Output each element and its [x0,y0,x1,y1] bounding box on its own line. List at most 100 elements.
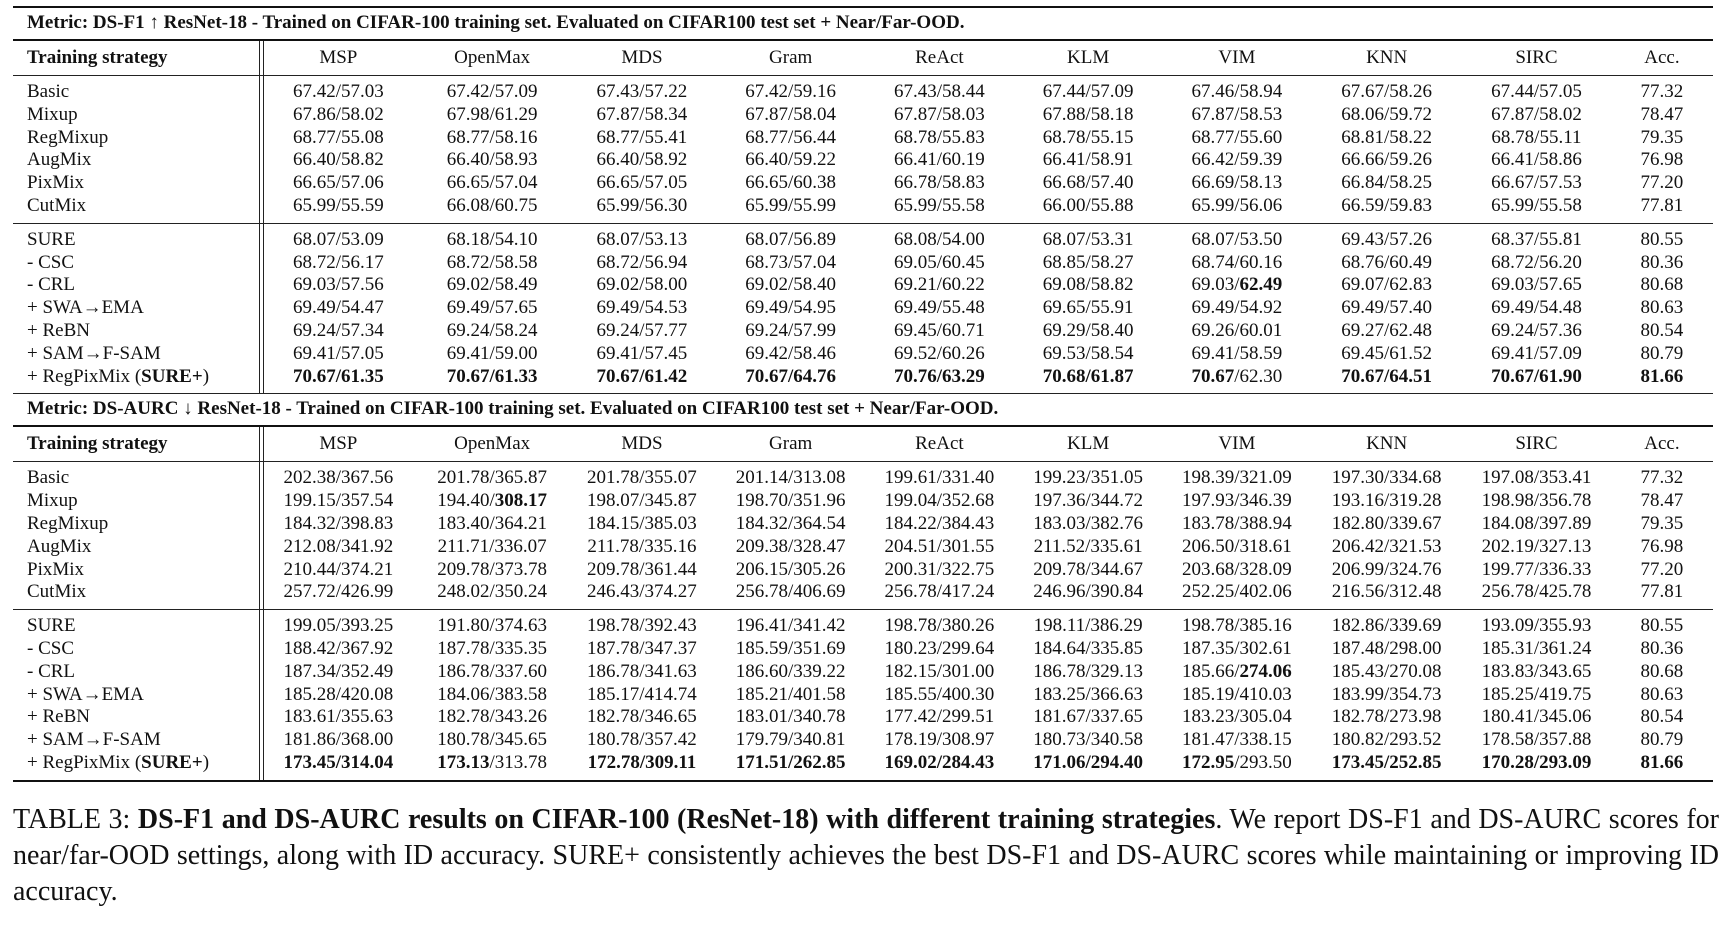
table-cell: 69.41/57.45 [596,342,688,364]
table-cell: 198.78/392.43 [567,609,717,638]
table-row: + SAM→F-SAM 69.41/57.05 69.41/59.00 69.41/5… [13,342,1713,366]
row-label: + SAM→F-SAM [27,342,161,364]
table-cell: 209.78/344.67 [1033,558,1144,580]
table-cell: 69.49/54.53 [596,297,688,319]
table-cell: 77.20 [1640,172,1684,194]
row-label: AugMix [27,149,92,171]
row-label: RegMixup [27,126,109,148]
table-cell: 185.59/351.69 [735,637,846,659]
table-cell: 76.98 [1640,149,1684,171]
table-row: + RegPixMix (SURE+) 70.67/61.35 70.67/61.3… [13,365,1713,394]
column-header: MDS [567,425,717,462]
table-cell: 66.66/59.26 [1341,149,1433,171]
table-cell: 67.87/58.04 [745,103,837,125]
table-cell: 68.78/55.15 [1042,126,1134,148]
table-cell: 246.96/390.84 [1033,581,1144,603]
table-cell: 172.95/293.50 [1162,751,1312,782]
table-cell: 70.67/61.33 [446,365,538,387]
metric-title-row: Metric: DS-F1 ↑ ResNet-18 - Trained on C… [13,6,1713,40]
table-cell: 68.07/56.89 [716,222,866,252]
table-cell: 70.67/62.30 [1191,365,1283,387]
table-cell: 70.67/64.76 [745,365,837,387]
table-cell: 66.69/58.13 [1191,172,1283,194]
table-cell: 209.78/361.44 [587,558,697,580]
table-cell: 178.58/357.88 [1481,729,1592,751]
column-header: Gram [716,425,866,462]
table-cell: 80.63 [1640,297,1684,319]
table-cell: 204.51/301.55 [884,535,995,557]
table-cell: 69.49/54.95 [745,297,837,319]
table-cell: 182.80/339.67 [1331,512,1442,534]
table-cell: 76.98 [1640,535,1684,557]
row-label: - CRL [27,660,76,682]
metric-title: Metric: DS-F1 ↑ ResNet-18 - Trained on C… [13,6,1713,40]
table-cell: 197.36/344.72 [1033,490,1144,512]
table-cell: 183.78/388.94 [1181,512,1292,534]
table-cell: 183.83/343.65 [1481,660,1592,682]
table-cell: 180.23/299.64 [884,637,995,659]
table-cell: 183.23/305.04 [1181,706,1292,728]
table-row: + ReBN 69.24/57.34 69.24/58.24 69.24/57.77 6… [13,319,1713,343]
table-cell: 187.48/298.00 [1331,637,1442,659]
table-row: + RegPixMix (SURE+) 173.45/314.04 173.13/3… [13,751,1713,782]
table-cell: 68.37/55.81 [1462,222,1611,252]
table-cell: 69.24/57.99 [745,319,837,341]
column-header: Acc. [1610,425,1713,462]
column-header-row: Training strategy MSP OpenMax MDS Gram ReAct K… [13,39,1713,76]
table-cell: 67.87/58.53 [1191,103,1283,125]
column-header: KNN [1311,39,1463,76]
table-cell: 173.45/314.04 [258,751,417,782]
row-label: + ReBN [27,319,90,341]
table-cell: 70.68/61.87 [1042,365,1134,387]
table-cell: 80.68 [1640,660,1684,682]
table-cell: 80.36 [1640,637,1684,659]
column-header: KLM [1013,39,1163,76]
table-cell: 185.43/270.08 [1331,660,1442,682]
table-row: PixMix 210.44/374.21 209.78/373.78 209.78/3… [13,558,1713,582]
table-cell: 181.47/338.15 [1181,729,1292,751]
table-row: Mixup 67.86/58.02 67.98/61.29 67.87/58.34 67… [13,103,1713,127]
table-cell: 206.50/318.61 [1181,535,1292,557]
table-cell: 203.68/328.09 [1181,558,1292,580]
table-cell: 81.66 [1640,365,1684,387]
table-cell: 186.78/337.60 [437,660,548,682]
column-header: KNN [1311,425,1463,462]
table-cell: 187.35/302.61 [1181,637,1292,659]
table-cell: 198.39/321.09 [1162,461,1312,491]
table-cell: 171.06/294.40 [1013,751,1163,782]
table-cell: 66.41/58.91 [1042,149,1134,171]
table-cell: 68.07/53.13 [567,222,717,252]
row-label: Basic [13,461,260,491]
table-cell: 185.21/401.58 [735,683,846,705]
table-row: + SWA→EMA 185.28/420.08 184.06/383.58 185.1… [13,683,1713,707]
table-cell: 197.93/346.39 [1181,490,1292,512]
table-cell: 69.52/60.26 [894,342,985,364]
column-header: OpenMax [416,425,568,462]
table-cell: 69.41/57.05 [258,342,417,366]
table-cell: 187.78/347.37 [587,637,697,659]
table-cell: 183.01/340.78 [735,706,846,728]
table-cell: 68.07/53.31 [1013,222,1163,252]
table-cell: 185.17/414.74 [587,683,697,705]
table-cell: 69.27/62.48 [1341,319,1433,341]
table-cell: 199.61/331.40 [865,461,1014,491]
table-cell: 81.66 [1610,751,1713,782]
table-cell: 173.45/252.85 [1311,751,1463,782]
table-cell: 185.28/420.08 [258,683,417,707]
table-cell: 67.43/58.44 [865,74,1014,104]
caption-rest: . We report DS-F1 and DS-AURC scores for… [13,803,1720,907]
table-cell: 65.99/55.58 [1491,194,1582,216]
row-label: - CSC [27,251,74,273]
table-cell: 78.47 [1640,103,1684,125]
caption-bold: DS-F1 and DS-AURC results on CIFAR-100 (… [137,803,1216,835]
table-cell: 67.87/58.34 [596,103,688,125]
table-cell: 198.07/345.87 [587,490,697,512]
table-cell: 198.11/386.29 [1013,609,1163,638]
table-cell: 65.99/55.58 [894,194,985,216]
table-cell: 68.77/58.16 [446,126,538,148]
table-cell: 256.78/417.24 [884,581,995,603]
table-cell: 80.79 [1640,342,1684,364]
row-label: + ReBN [27,706,90,728]
table-cell: 210.44/374.21 [258,558,417,582]
table-cell: 68.18/54.10 [416,222,568,252]
